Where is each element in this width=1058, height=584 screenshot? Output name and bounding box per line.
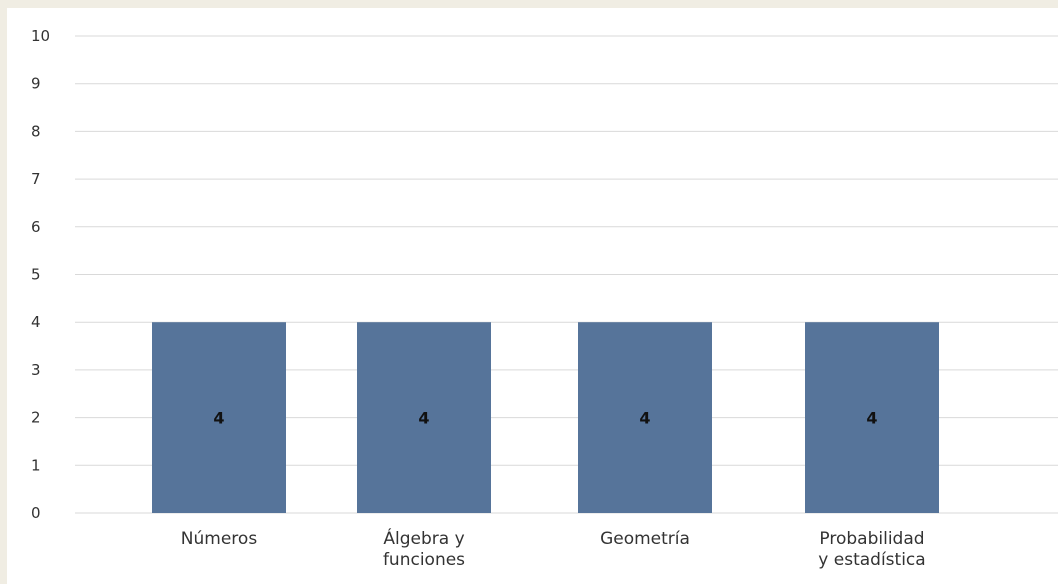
y-tick-label: 5 — [31, 266, 41, 284]
bar-1 — [152, 322, 286, 513]
data-label: 4 — [866, 409, 877, 428]
data-label: 4 — [639, 409, 650, 428]
bar-3 — [578, 322, 712, 513]
bar-4 — [805, 322, 939, 513]
x-category-label: Probabilidad y estadística — [818, 529, 925, 570]
y-tick-label: 1 — [31, 456, 41, 474]
y-tick-label: 3 — [31, 361, 41, 379]
y-tick-label: 7 — [31, 170, 41, 188]
y-tick-label: 4 — [31, 313, 41, 331]
y-tick-label: 6 — [31, 218, 41, 236]
data-label: 4 — [213, 409, 224, 428]
x-category-label: Números — [181, 529, 258, 549]
bar-chart: 0 1 2 3 4 5 6 7 8 9 10 4 4 4 4 Números Álgebra y funcio… — [31, 27, 1058, 570]
y-tick-label: 9 — [31, 75, 41, 93]
x-category-label: Álgebra y funciones — [383, 527, 465, 570]
category-label-line: Geometría — [600, 529, 690, 549]
y-tick-label: 2 — [31, 409, 41, 427]
category-label-line: Probabilidad — [819, 529, 924, 549]
category-label-line: funciones — [383, 550, 465, 570]
bars — [152, 322, 939, 513]
chart-panel: 0 1 2 3 4 5 6 7 8 9 10 4 4 4 4 Números Álgebra y funcio… — [7, 8, 1058, 584]
y-tick-label: 8 — [31, 122, 41, 140]
y-axis-ticks: 0 1 2 3 4 5 6 7 8 9 10 — [31, 27, 50, 522]
y-tick-label: 10 — [31, 27, 50, 45]
category-label-line: y estadística — [818, 550, 925, 570]
y-tick-label: 0 — [31, 504, 41, 522]
category-label-line: Álgebra y — [383, 527, 464, 549]
bar-2 — [357, 322, 491, 513]
data-label: 4 — [418, 409, 429, 428]
category-label-line: Números — [181, 529, 258, 549]
data-labels: 4 4 4 4 — [213, 409, 877, 428]
x-category-label: Geometría — [600, 529, 690, 549]
category-labels: Números Álgebra y funciones Geometría Probab… — [181, 527, 926, 570]
